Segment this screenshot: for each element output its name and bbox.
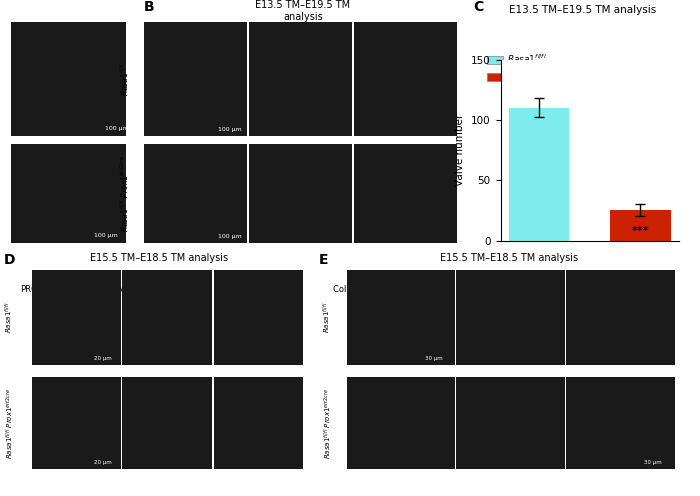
- Text: $\it{Rasa1}$$^{\it{fl/fl}}$: $\it{Rasa1}$$^{\it{fl/fl}}$: [4, 302, 15, 333]
- Text: Collagen IV: Collagen IV: [332, 285, 381, 294]
- Text: $\it{Rasa1}$$^{\it{fl/fl}}$ $\it{Prox1}$$^{\it{ert2cre}}$: $\it{Rasa1}$$^{\it{fl/fl}}$ $\it{Prox1}$…: [4, 387, 15, 459]
- Text: E: E: [318, 253, 328, 267]
- Text: D: D: [4, 253, 15, 267]
- Bar: [509, 108, 570, 241]
- Text: PROX1: PROX1: [167, 44, 197, 53]
- Text: E13.5 TM–E19.5 TM
analysis: E13.5 TM–E19.5 TM analysis: [256, 0, 350, 22]
- Text: 20 µm: 20 µm: [94, 460, 112, 465]
- Text: Merge: Merge: [595, 285, 622, 294]
- Text: PROX1: PROX1: [468, 285, 496, 294]
- Text: 20 µm: 20 µm: [94, 356, 112, 361]
- Text: PROX1: PROX1: [20, 285, 49, 294]
- Text: $\it{Rasa1}$$^{\it{fl/fl}}$: $\it{Rasa1}$$^{\it{fl/fl}}$: [119, 62, 131, 96]
- Text: 30 µm: 30 µm: [645, 460, 662, 465]
- Text: 100 µm: 100 µm: [218, 234, 242, 239]
- Text: 30 µm: 30 µm: [425, 356, 442, 361]
- Text: 100 µm: 100 µm: [218, 126, 242, 132]
- Text: 100 µm: 100 µm: [94, 233, 118, 238]
- Text: α9 Integrin: α9 Integrin: [274, 44, 325, 53]
- Text: E15.5 TM–E18.5 TM analysis: E15.5 TM–E18.5 TM analysis: [440, 253, 578, 263]
- Bar: [610, 210, 671, 241]
- Text: B: B: [144, 0, 154, 14]
- Text: $\it{Rasa1}$$^{\it{fl/fl}}$ $\it{Prox1}$$^{\it{ert2cre}}$: $\it{Rasa1}$$^{\it{fl/fl}}$ $\it{Prox1}$…: [323, 387, 333, 459]
- Text: C: C: [473, 0, 484, 14]
- Text: Merge: Merge: [246, 285, 272, 294]
- Text: E15.5 TM–E18.5 TM analysis: E15.5 TM–E18.5 TM analysis: [90, 253, 228, 263]
- Legend: $\it{Rasa1}$$^{\it{fl/fl}}$, $\it{Rasa1}$$^{\it{fl/fl}}$ $\it{Prox1}$$^{\it{ert2: $\it{Rasa1}$$^{\it{fl/fl}}$, $\it{Rasa1}…: [485, 51, 601, 84]
- Text: 100 µm: 100 µm: [105, 125, 129, 131]
- Text: ***: ***: [631, 226, 650, 236]
- Text: $\it{Rasa1}$$^{\it{fl/fl}}$ $\it{Prox1}$$^{\it{ert2cre}}$: $\it{Rasa1}$$^{\it{fl/fl}}$ $\it{Prox1}$…: [119, 155, 131, 232]
- Text: $\it{Rasa1}$$^{\it{fl/fl}}$: $\it{Rasa1}$$^{\it{fl/fl}}$: [322, 302, 333, 333]
- Text: Merge: Merge: [403, 44, 432, 53]
- Y-axis label: Valve number: Valve number: [456, 114, 466, 186]
- Text: E13.5 TM–E19.5 TM analysis: E13.5 TM–E19.5 TM analysis: [509, 5, 657, 15]
- Text: Activated caspase 3: Activated caspase 3: [104, 285, 189, 294]
